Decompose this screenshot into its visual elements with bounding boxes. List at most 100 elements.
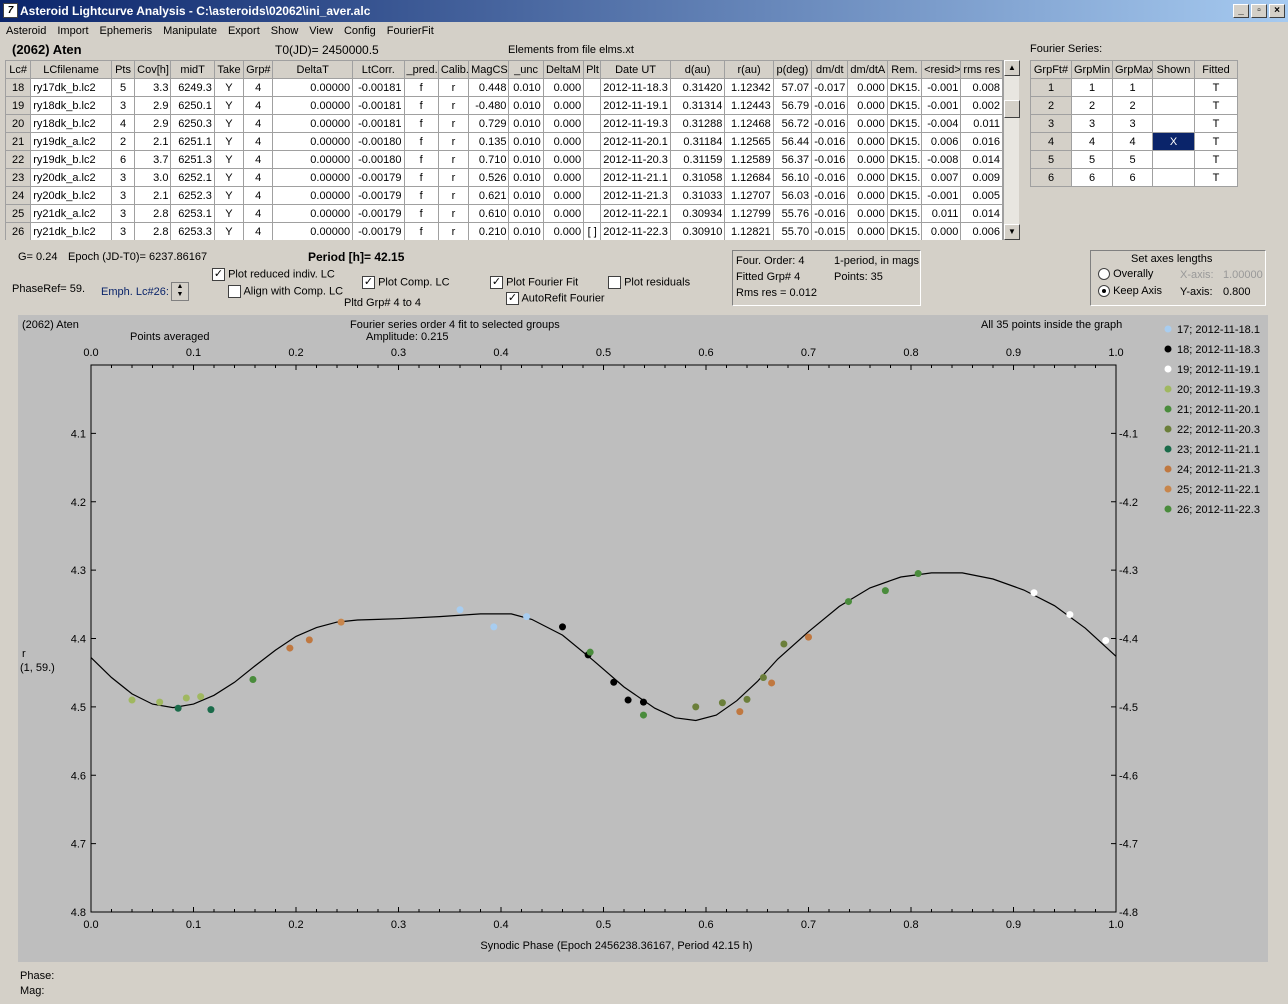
table-cell[interactable]: 0.31058	[669, 168, 726, 187]
table-row[interactable]: 22 ry19dk_b.lc2 6 3.7 6251.3 Y 4 0.00000 -0.0018…	[5, 150, 1003, 169]
table-cell[interactable]: 0.014	[960, 150, 1003, 169]
table-cell[interactable]: r	[437, 204, 470, 223]
fourier-cell[interactable]	[1152, 150, 1195, 169]
table-cell[interactable]: 0.00000	[272, 186, 354, 205]
table-cell[interactable]: -0.001	[921, 186, 962, 205]
table-cell[interactable]: 56.79	[772, 96, 813, 115]
table-cell[interactable]: 0.000	[847, 96, 888, 115]
table-cell[interactable]: 0.010	[508, 132, 544, 151]
table-cell[interactable]: 0.005	[960, 186, 1003, 205]
table-cell[interactable]: -0.480	[468, 96, 510, 115]
column-header[interactable]: MagCS	[468, 60, 510, 79]
table-cell[interactable]: 0.000	[847, 204, 888, 223]
table-cell[interactable]: 0.000	[542, 150, 585, 169]
table-cell[interactable]: 6249.3	[170, 78, 215, 97]
table-cell[interactable]: 3	[110, 96, 136, 115]
table-cell[interactable]: 2012-11-19.3	[600, 114, 671, 133]
table-cell[interactable]: 4	[243, 204, 274, 223]
table-cell[interactable]: 0.00000	[272, 222, 354, 240]
fourier-cell[interactable]: X	[1152, 132, 1195, 151]
table-cell[interactable]: 55.76	[772, 204, 813, 223]
table-cell[interactable]: 1.12707	[724, 186, 774, 205]
table-cell[interactable]: 4	[243, 78, 274, 97]
column-header[interactable]: Pts	[110, 60, 136, 79]
table-cell[interactable]: ry21dk_b.lc2	[30, 222, 112, 240]
fourier-cell[interactable]: T	[1194, 78, 1238, 97]
table-row[interactable]: 20 ry18dk_b.lc2 4 2.9 6250.3 Y 4 0.00000 -0.0018…	[5, 114, 1003, 133]
table-cell[interactable]: 0.000	[542, 186, 585, 205]
table-cell[interactable]: 0.007	[921, 168, 962, 187]
table-cell[interactable]: 4	[243, 168, 274, 187]
plot-canvas[interactable]: 0.0 0.0 0.1 0.1 0.2 0.2 0.3 0.3 0.4 0.4 0.5 0.5 0.6 0…	[18, 315, 1268, 962]
table-row[interactable]: 18 ry17dk_b.lc2 5 3.3 6249.3 Y 4 0.00000 -0.0018…	[5, 78, 1003, 97]
column-header[interactable]: d(au)	[669, 60, 726, 79]
menu-asteroid[interactable]: Asteroid	[6, 25, 47, 37]
table-cell[interactable]: 0.30934	[669, 204, 726, 223]
table-cell[interactable]: 4	[243, 150, 274, 169]
restore-button[interactable]: ▫	[1251, 4, 1267, 18]
table-cell[interactable]	[583, 132, 602, 151]
table-cell[interactable]	[583, 78, 602, 97]
align-comp-checkbox[interactable]: Align with Comp. LC	[228, 285, 343, 298]
table-cell[interactable]: -0.00179	[352, 222, 405, 240]
emph-lc-spinner[interactable]: ▲ ▼	[171, 282, 189, 301]
table-cell[interactable]: -0.00181	[352, 78, 405, 97]
table-cell[interactable]: 0.006	[960, 222, 1003, 240]
table-cell[interactable]: 2.9	[134, 114, 172, 133]
table-cell[interactable]: ry21dk_a.lc2	[30, 204, 112, 223]
table-cell[interactable]: 0.008	[960, 78, 1003, 97]
menu-manipulate[interactable]: Manipulate	[163, 25, 217, 37]
plot-reduced-checkbox[interactable]: ✓ Plot reduced indiv. LC	[212, 268, 335, 281]
close-button[interactable]: ×	[1269, 4, 1285, 18]
table-cell[interactable]: 0.000	[847, 132, 888, 151]
fourier-cell[interactable]	[1152, 96, 1195, 115]
table-cell[interactable]: r	[437, 132, 470, 151]
table-cell[interactable]	[583, 204, 602, 223]
row-header[interactable]: 24	[5, 186, 32, 205]
table-cell[interactable]: 3	[110, 204, 136, 223]
table-cell[interactable]: ry19dk_a.lc2	[30, 132, 112, 151]
column-header[interactable]: DeltaT	[272, 60, 354, 79]
table-cell[interactable]: r	[437, 78, 470, 97]
table-cell[interactable]: 3	[110, 222, 136, 240]
table-cell[interactable]: r	[437, 168, 470, 187]
table-cell[interactable]: -0.00180	[352, 132, 405, 151]
table-cell[interactable]: 3.3	[134, 78, 172, 97]
table-cell[interactable]: f	[403, 150, 439, 169]
table-cell[interactable]: DK15..	[886, 114, 923, 133]
column-header[interactable]: LtCorr.	[352, 60, 405, 79]
fourier-cell[interactable]	[1152, 78, 1195, 97]
table-cell[interactable]: 1.12589	[724, 150, 774, 169]
table-cell[interactable]: r	[437, 150, 470, 169]
table-cell[interactable]: 56.44	[772, 132, 813, 151]
table-cell[interactable]: 0.31033	[669, 186, 726, 205]
plot-fourier-checkbox[interactable]: ✓ Plot Fourier Fit	[490, 276, 579, 289]
column-header[interactable]: midT	[170, 60, 215, 79]
table-cell[interactable]: DK15..	[886, 168, 923, 187]
table-cell[interactable]: 3	[110, 186, 136, 205]
table-cell[interactable]: 4	[243, 96, 274, 115]
row-header[interactable]: 25	[5, 204, 32, 223]
table-cell[interactable]: 3	[110, 168, 136, 187]
table-cell[interactable]: 0.009	[960, 168, 1003, 187]
table-cell[interactable]: 0.010	[508, 150, 544, 169]
table-cell[interactable]: 0.00000	[272, 168, 354, 187]
table-cell[interactable]: -0.016	[811, 186, 849, 205]
table-cell[interactable]: Y	[213, 132, 245, 151]
table-cell[interactable]: 2.9	[134, 96, 172, 115]
table-cell[interactable]: 0.729	[468, 114, 510, 133]
table-cell[interactable]: 6250.3	[170, 114, 215, 133]
table-cell[interactable]: 0.135	[468, 132, 510, 151]
fourier-row-header[interactable]: 3	[1030, 114, 1072, 133]
fourier-cell[interactable]: 4	[1112, 132, 1153, 151]
table-cell[interactable]: 6252.1	[170, 168, 215, 187]
table-cell[interactable]: -0.016	[811, 114, 849, 133]
plot-comp-checkbox[interactable]: ✓ Plot Comp. LC	[362, 276, 450, 289]
table-cell[interactable]: 0.000	[542, 78, 585, 97]
table-cell[interactable]: 2012-11-21.3	[600, 186, 671, 205]
scroll-up-button[interactable]: ▲	[1004, 60, 1020, 76]
table-cell[interactable]: 1.12443	[724, 96, 774, 115]
table-cell[interactable]	[583, 168, 602, 187]
table-cell[interactable]: f	[403, 222, 439, 240]
